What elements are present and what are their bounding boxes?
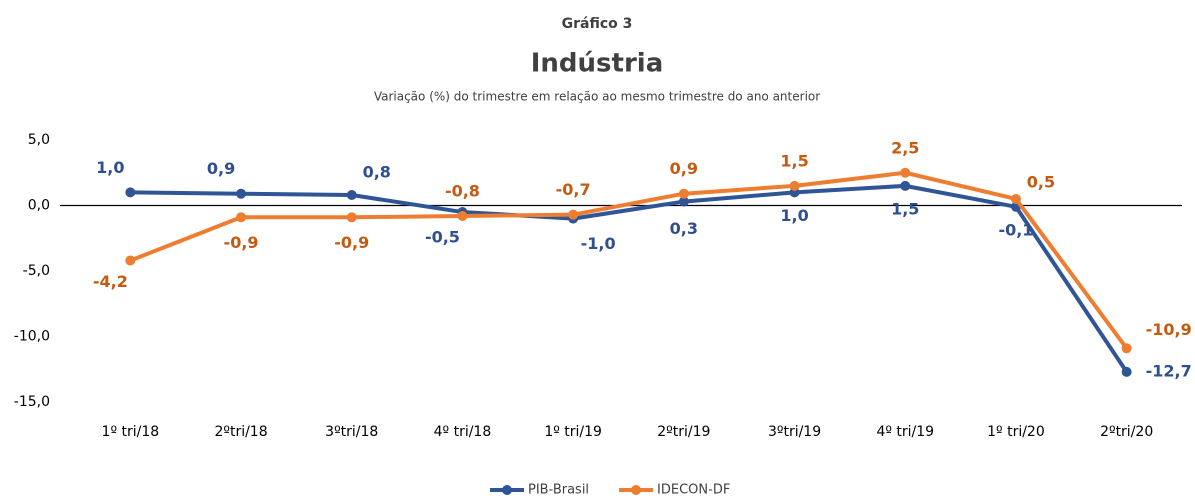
data-point xyxy=(900,167,911,178)
x-tick-label: 1º tri/19 xyxy=(544,424,602,440)
data-label: 0,9 xyxy=(670,159,698,178)
data-point xyxy=(1010,193,1021,204)
data-point xyxy=(678,188,689,199)
data-label: 1,0 xyxy=(96,158,124,177)
data-point xyxy=(678,196,689,207)
data-point xyxy=(900,180,911,191)
data-label: -0,9 xyxy=(334,233,369,252)
y-tick-label: 0,0 xyxy=(28,198,50,214)
data-label: -10,9 xyxy=(1146,320,1192,339)
y-tick-label: -5,0 xyxy=(23,263,50,279)
legend-label: IDECON-DF xyxy=(657,483,730,498)
series-line xyxy=(130,183,1129,373)
y-tick-label: 5,0 xyxy=(28,132,50,148)
x-tick-label: 1º tri/20 xyxy=(987,424,1045,440)
y-tick-label: -10,0 xyxy=(14,329,50,345)
x-tick-label: 4º tri/18 xyxy=(434,424,492,440)
chart-subtitle: Indústria xyxy=(531,49,664,79)
data-label: 1,0 xyxy=(780,206,808,225)
chart-title: Gráfico 3 xyxy=(562,16,633,32)
x-tick-label: 3ºtri/18 xyxy=(325,424,378,440)
data-label: 1,5 xyxy=(780,151,808,170)
data-label: -12,7 xyxy=(1146,361,1192,380)
x-tick-label: 3ºtri/19 xyxy=(768,424,821,440)
data-label: 1,5 xyxy=(891,199,919,218)
data-label: -0,1 xyxy=(998,220,1033,239)
x-tick-label: 2ºtri/20 xyxy=(1100,424,1153,440)
legend-label: PIB-Brasil xyxy=(528,483,589,498)
series-line xyxy=(129,170,1129,350)
y-tick-label: -15,0 xyxy=(14,394,50,410)
data-point xyxy=(125,187,136,198)
data-label: -0,7 xyxy=(556,180,591,199)
data-label: -0,5 xyxy=(425,228,460,247)
data-point xyxy=(1121,343,1132,354)
data-label: 0,5 xyxy=(1027,172,1055,191)
data-label: -0,9 xyxy=(224,233,259,252)
legend-marker xyxy=(631,485,642,495)
data-point xyxy=(568,209,579,220)
data-label: 0,9 xyxy=(207,159,235,178)
data-label: 0,8 xyxy=(363,163,391,182)
x-tick-label: 2ºtri/19 xyxy=(657,424,710,440)
data-point xyxy=(1121,366,1132,377)
data-label: -1,0 xyxy=(581,234,616,253)
data-point xyxy=(346,212,357,223)
data-label: -0,8 xyxy=(445,181,480,200)
x-tick-label: 2ºtri/18 xyxy=(214,424,267,440)
data-point xyxy=(125,255,136,266)
x-tick-label: 1º tri/18 xyxy=(102,424,160,440)
data-point xyxy=(457,210,468,221)
data-label: -4,2 xyxy=(93,272,128,291)
data-point xyxy=(789,180,800,191)
legend-marker xyxy=(502,485,512,495)
data-point xyxy=(236,212,247,223)
data-point xyxy=(346,190,357,201)
chart-caption: Variação (%) do trimestre em relação ao … xyxy=(374,90,820,104)
data-point xyxy=(236,188,247,199)
x-tick-label: 4º tri/19 xyxy=(876,424,934,440)
data-label: 2,5 xyxy=(891,138,919,157)
data-label: 0,3 xyxy=(670,219,698,238)
